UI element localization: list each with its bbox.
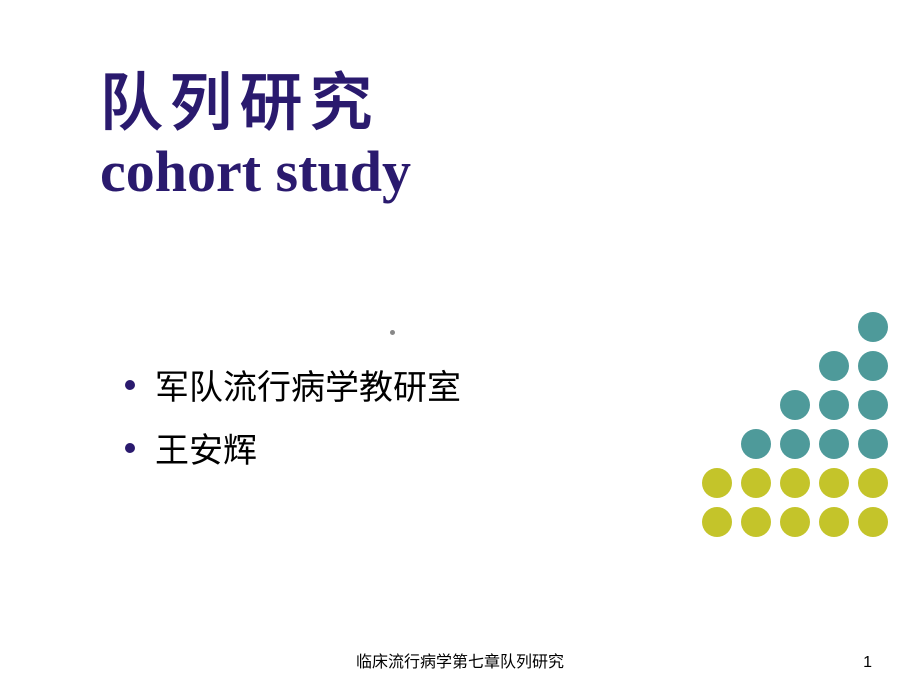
- deco-row: [702, 312, 888, 342]
- title-block: 队列研究 cohort study: [100, 70, 411, 204]
- deco-circle: [858, 390, 888, 420]
- page-number: 1: [863, 654, 872, 672]
- bullet-label: 军队流行病学教研室: [155, 360, 461, 409]
- list-item: 军队流行病学教研室: [125, 360, 461, 409]
- deco-circle: [819, 507, 849, 537]
- deco-circle: [780, 468, 810, 498]
- deco-circle: [741, 507, 771, 537]
- list-item: 王安辉: [125, 423, 461, 472]
- deco-circle: [780, 507, 810, 537]
- deco-row: [702, 507, 888, 537]
- deco-row: [702, 351, 888, 381]
- deco-circle: [702, 507, 732, 537]
- deco-circle: [741, 429, 771, 459]
- deco-circle: [819, 468, 849, 498]
- bullet-icon: [125, 443, 135, 453]
- title-chinese: 队列研究: [100, 70, 411, 138]
- deco-row: [702, 390, 888, 420]
- deco-circle: [858, 507, 888, 537]
- deco-circle: [780, 429, 810, 459]
- deco-row: [702, 429, 888, 459]
- deco-circle: [702, 468, 732, 498]
- decoration-circles: [702, 312, 888, 546]
- deco-row: [702, 468, 888, 498]
- title-english: cohort study: [100, 140, 411, 204]
- deco-circle: [741, 468, 771, 498]
- footer-text: 临床流行病学第七章队列研究: [356, 648, 564, 672]
- deco-circle: [819, 429, 849, 459]
- bullet-label: 王安辉: [155, 423, 257, 472]
- deco-circle: [819, 351, 849, 381]
- deco-circle: [858, 429, 888, 459]
- deco-circle: [858, 312, 888, 342]
- deco-circle: [819, 390, 849, 420]
- deco-circle: [780, 390, 810, 420]
- bullet-icon: [125, 380, 135, 390]
- center-marker-dot: [390, 330, 395, 335]
- deco-circle: [858, 351, 888, 381]
- bullet-list: 军队流行病学教研室 王安辉: [125, 360, 461, 486]
- deco-circle: [858, 468, 888, 498]
